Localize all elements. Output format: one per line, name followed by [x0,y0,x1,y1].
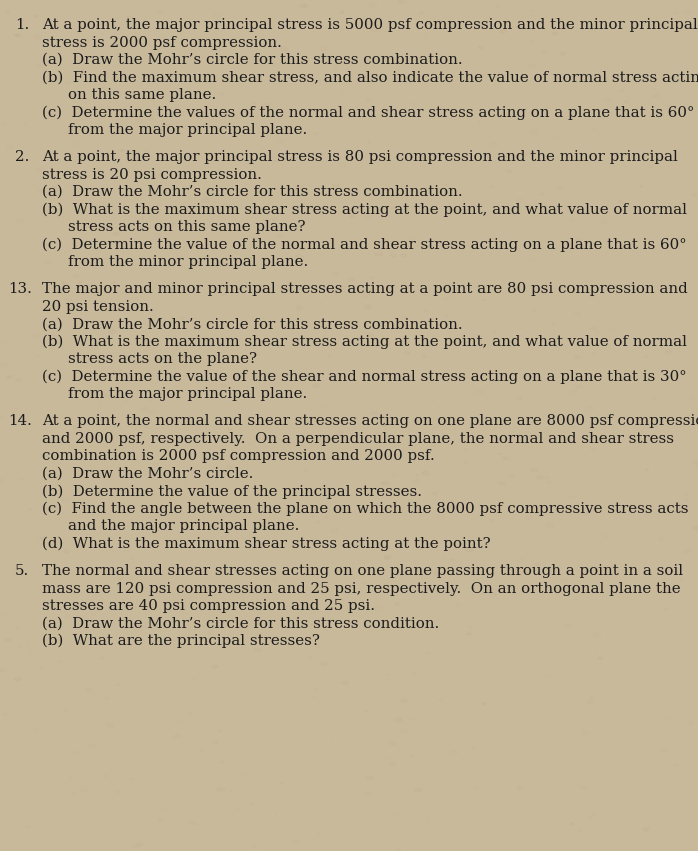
Text: stress acts on this same plane?: stress acts on this same plane? [68,220,306,234]
Text: stresses are 40 psi compression and 25 psi.: stresses are 40 psi compression and 25 p… [42,599,375,613]
Text: from the major principal plane.: from the major principal plane. [68,123,307,137]
Text: The normal and shear stresses acting on one plane passing through a point in a s: The normal and shear stresses acting on … [42,564,683,578]
Text: (c)  Determine the value of the shear and normal stress acting on a plane that i: (c) Determine the value of the shear and… [42,369,687,384]
Text: and 2000 psf, respectively.  On a perpendicular plane, the normal and shear stre: and 2000 psf, respectively. On a perpend… [42,431,674,446]
Text: mass are 120 psi compression and 25 psi, respectively.  On an orthogonal plane t: mass are 120 psi compression and 25 psi,… [42,581,681,596]
Text: (b)  Find the maximum shear stress, and also indicate the value of normal stress: (b) Find the maximum shear stress, and a… [42,71,698,85]
Text: 14.: 14. [8,414,32,428]
Text: At a point, the normal and shear stresses acting on one plane are 8000 psf compr: At a point, the normal and shear stresse… [42,414,698,428]
Text: 5.: 5. [15,564,29,578]
Text: (b)  Determine the value of the principal stresses.: (b) Determine the value of the principal… [42,484,422,499]
Text: (b)  What is the maximum shear stress acting at the point, and what value of nor: (b) What is the maximum shear stress act… [42,334,687,349]
Text: The major and minor principal stresses acting at a point are 80 psi compression : The major and minor principal stresses a… [42,283,688,296]
Text: stress is 20 psi compression.: stress is 20 psi compression. [42,168,262,181]
Text: (a)  Draw the Mohr’s circle for this stress combination.: (a) Draw the Mohr’s circle for this stre… [42,53,463,67]
Text: 20 psi tension.: 20 psi tension. [42,300,154,314]
Text: on this same plane.: on this same plane. [68,88,216,102]
Text: 1.: 1. [15,18,29,32]
Text: (d)  What is the maximum shear stress acting at the point?: (d) What is the maximum shear stress act… [42,537,491,551]
Text: (c)  Determine the values of the normal and shear stress acting on a plane that : (c) Determine the values of the normal a… [42,106,695,120]
Text: (a)  Draw the Mohr’s circle for this stress condition.: (a) Draw the Mohr’s circle for this stre… [42,616,439,631]
Text: (b)  What are the principal stresses?: (b) What are the principal stresses? [42,634,320,648]
Text: and the major principal plane.: and the major principal plane. [68,519,299,534]
Text: (a)  Draw the Mohr’s circle.: (a) Draw the Mohr’s circle. [42,467,253,481]
Text: (a)  Draw the Mohr’s circle for this stress combination.: (a) Draw the Mohr’s circle for this stre… [42,317,463,331]
Text: (a)  Draw the Mohr’s circle for this stress combination.: (a) Draw the Mohr’s circle for this stre… [42,186,463,199]
Text: 2.: 2. [15,150,29,164]
Text: At a point, the major principal stress is 80 psi compression and the minor princ: At a point, the major principal stress i… [42,150,678,164]
Text: from the minor principal plane.: from the minor principal plane. [68,255,309,269]
Text: 13.: 13. [8,283,32,296]
Text: stress acts on the plane?: stress acts on the plane? [68,352,257,366]
Text: combination is 2000 psf compression and 2000 psf.: combination is 2000 psf compression and … [42,449,435,464]
Text: (c)  Find the angle between the plane on which the 8000 psf compressive stress a: (c) Find the angle between the plane on … [42,502,688,517]
Text: from the major principal plane.: from the major principal plane. [68,387,307,402]
Text: At a point, the major principal stress is 5000 psf compression and the minor pri: At a point, the major principal stress i… [42,18,698,32]
Text: (c)  Determine the value of the normal and shear stress acting on a plane that i: (c) Determine the value of the normal an… [42,237,687,252]
Text: (b)  What is the maximum shear stress acting at the point, and what value of nor: (b) What is the maximum shear stress act… [42,203,687,217]
Text: stress is 2000 psf compression.: stress is 2000 psf compression. [42,36,282,49]
